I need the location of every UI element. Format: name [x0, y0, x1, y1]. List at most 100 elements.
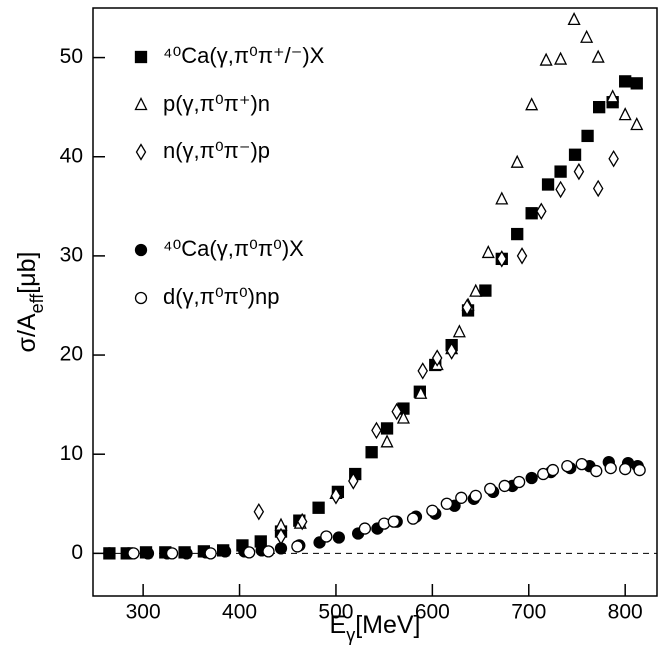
marker-square: [554, 165, 567, 178]
marker-square: [568, 148, 582, 161]
marker-diamond: [135, 143, 147, 161]
marker-diamond: [391, 402, 402, 421]
y-tick-label: 20: [60, 343, 83, 366]
marker-diamond: [446, 342, 457, 360]
marker-diamond: [431, 349, 443, 367]
marker-triangle: [481, 244, 495, 259]
marker-circle: [204, 547, 217, 560]
marker-circle: [575, 457, 588, 471]
marker-circle: [243, 546, 256, 559]
marker-triangle: [554, 51, 568, 65]
marker-diamond: [253, 502, 265, 521]
marker-diamond: [371, 421, 382, 440]
marker-triangle: [396, 410, 410, 424]
marker-triangle: [525, 97, 539, 111]
marker-diamond: [461, 298, 473, 317]
y-tick-label: 40: [60, 144, 83, 167]
marker-circle: [180, 547, 193, 560]
marker-triangle: [380, 434, 394, 448]
series: [103, 455, 644, 560]
legend-label: n(γ,π⁰π⁻)p: [163, 138, 270, 163]
x-tick-label: 700: [511, 601, 546, 624]
marker-circle: [274, 542, 288, 555]
marker-square: [134, 50, 148, 64]
marker-circle: [291, 540, 304, 553]
x-tick-label: 800: [608, 601, 643, 624]
y-tick-label: 10: [60, 442, 83, 465]
marker-circle: [127, 547, 140, 560]
legend-label: ⁴⁰Ca(γ,π⁰π⁺/⁻)X: [163, 43, 325, 68]
y-axis-title: σ/Aeff[μb]: [13, 252, 47, 353]
marker-circle: [484, 482, 497, 496]
y-axis-title-part: eff: [27, 293, 47, 314]
y-tick-label: 50: [60, 45, 83, 68]
marker-triangle: [606, 89, 620, 103]
series: [253, 149, 619, 546]
marker-circle: [165, 547, 179, 560]
marker-square: [593, 101, 606, 114]
marker-circle: [525, 471, 538, 485]
marker-diamond: [330, 487, 342, 505]
marker-diamond: [555, 180, 566, 199]
marker-circle: [134, 291, 148, 305]
x-axis-title-part: γ: [346, 625, 355, 645]
marker-circle: [262, 545, 275, 558]
marker-triangle: [580, 29, 594, 43]
marker-circle: [387, 515, 400, 528]
x-tick-label: 600: [415, 601, 450, 624]
x-tick-label: 500: [318, 601, 353, 624]
marker-triangle: [567, 11, 581, 26]
series: [274, 11, 644, 531]
marker-square: [619, 75, 632, 88]
y-tick-label: 0: [71, 541, 83, 564]
marker-circle: [426, 504, 439, 517]
marker-circle: [103, 547, 116, 560]
marker-triangle: [469, 283, 483, 297]
marker-circle: [619, 462, 632, 476]
marker-triangle: [134, 97, 148, 111]
x-axis-title-part: E: [330, 611, 347, 639]
marker-diamond: [592, 179, 604, 198]
marker-diamond: [536, 202, 547, 221]
marker-square: [541, 178, 555, 191]
x-tick-label: 400: [222, 601, 257, 624]
marker-circle: [134, 243, 148, 257]
marker-circle: [218, 545, 232, 558]
legend-label: d(γ,π⁰π⁰)np: [163, 284, 279, 309]
marker-circle: [498, 479, 511, 493]
marker-circle: [332, 531, 345, 544]
marker-triangle: [539, 52, 553, 66]
marker-square: [581, 129, 594, 143]
marker-diamond: [496, 250, 508, 268]
marker-square: [312, 501, 325, 514]
marker-triangle: [510, 154, 524, 168]
y-tick-label: 30: [60, 243, 83, 266]
marker-circle: [406, 512, 420, 525]
marker-square: [511, 227, 524, 241]
x-axis-title-part: [MeV]: [355, 611, 420, 639]
marker-diamond: [516, 247, 528, 265]
marker-circle: [561, 459, 574, 473]
marker-square: [380, 422, 394, 435]
marker-diamond: [417, 362, 428, 380]
legend-label: ⁴⁰Ca(γ,π⁰π⁰)X: [163, 236, 304, 261]
marker-diamond: [608, 149, 619, 168]
marker-circle: [512, 475, 526, 489]
marker-circle: [141, 547, 155, 560]
marker-circle: [469, 489, 482, 503]
marker-circle: [440, 497, 453, 510]
marker-circle: [604, 461, 617, 475]
marker-square: [365, 446, 378, 459]
marker-diamond: [348, 472, 359, 490]
y-axis-title-part: σ/A: [13, 313, 41, 352]
marker-triangle: [414, 385, 428, 399]
series: [127, 457, 646, 560]
marker-square: [479, 284, 492, 297]
marker-triangle: [630, 117, 644, 131]
marker-square: [525, 207, 538, 220]
marker-circle: [320, 530, 333, 543]
x-tick-label: 300: [126, 601, 161, 624]
x-axis-title: Eγ[MeV]: [330, 611, 421, 645]
marker-diamond: [296, 512, 308, 531]
